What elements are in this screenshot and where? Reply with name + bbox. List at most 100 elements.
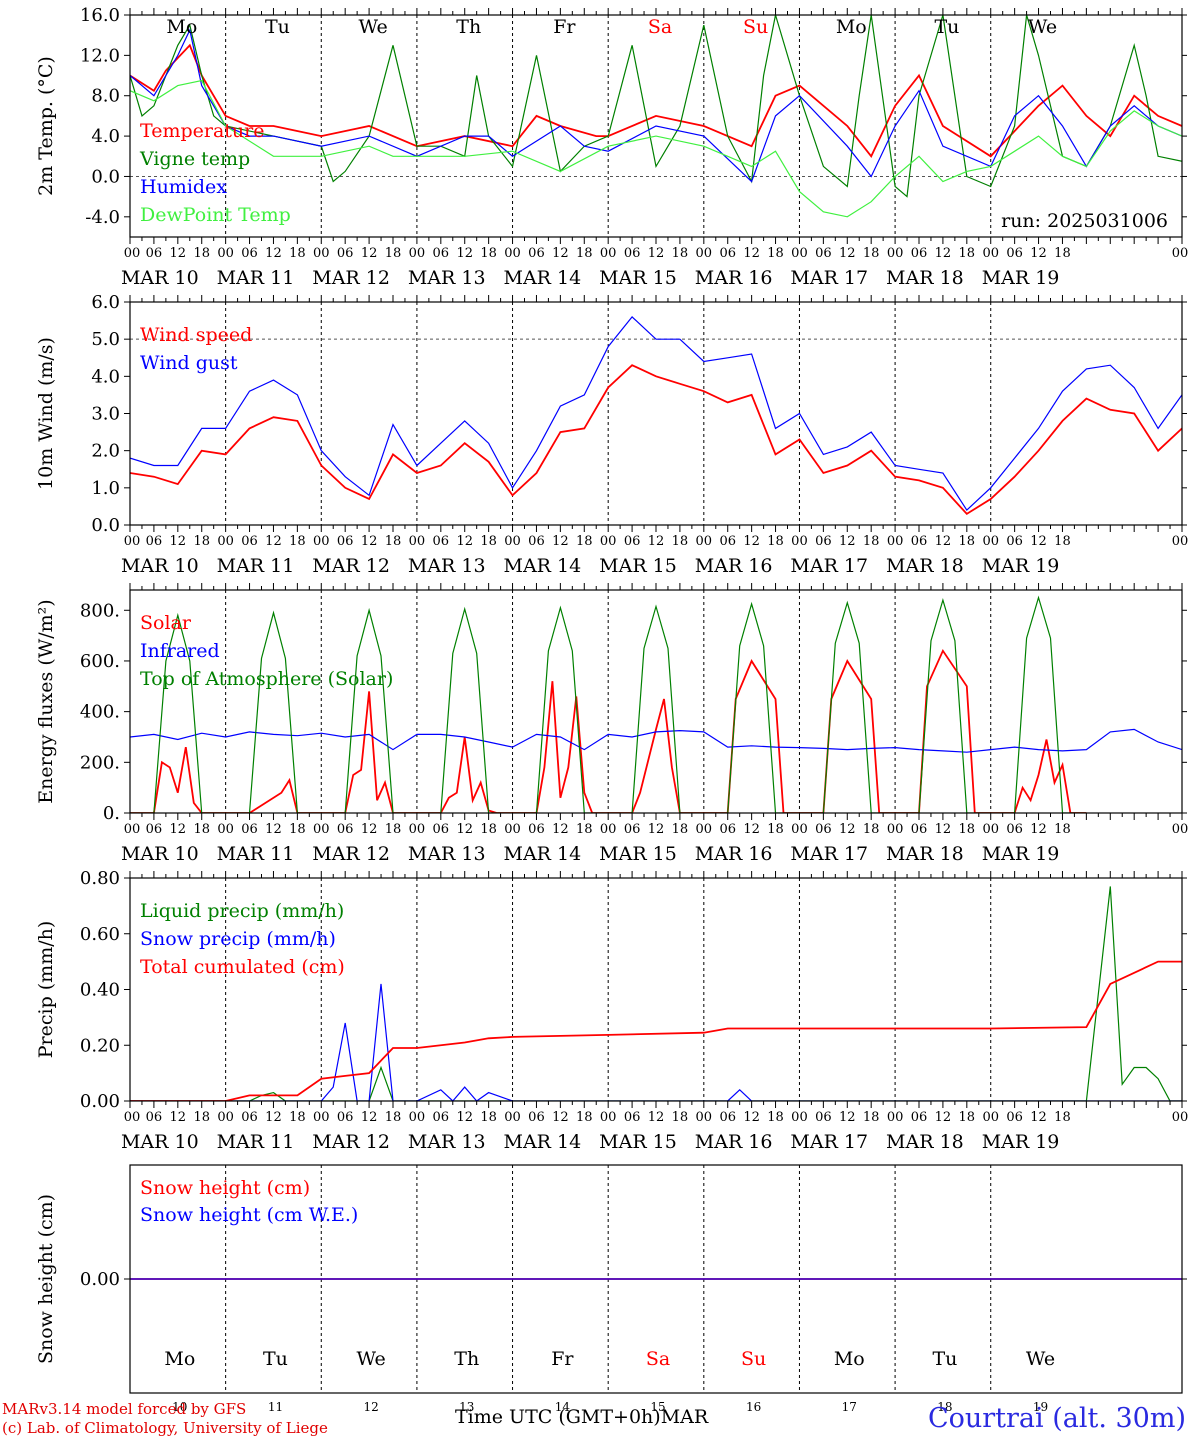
hour-tick-label: 12 bbox=[552, 822, 569, 837]
hour-tick-label: 18 bbox=[1054, 246, 1071, 261]
hour-tick-label: 06 bbox=[911, 1110, 928, 1125]
hour-tick-label: 00 bbox=[504, 534, 521, 549]
hour-tick-label: 18 bbox=[289, 822, 306, 837]
hour-tick-label: 06 bbox=[337, 534, 354, 549]
hour-tick-label: 06 bbox=[624, 1110, 641, 1125]
hour-tick-label: 12 bbox=[361, 822, 378, 837]
hour-tick-label: 06 bbox=[911, 822, 928, 837]
hour-tick-label: 12 bbox=[1030, 534, 1047, 549]
hour-tick-label: 12 bbox=[743, 246, 760, 261]
hour-tick-label: 18 bbox=[193, 1110, 210, 1125]
day-number-label: 13 bbox=[459, 1400, 474, 1414]
y-tick-label: 0.0 bbox=[91, 515, 120, 536]
y-tick-label: 2.0 bbox=[91, 441, 120, 462]
hour-tick-label: 00 bbox=[696, 534, 713, 549]
plot-frame bbox=[129, 589, 1183, 814]
y-tick-label: 0.0 bbox=[91, 166, 120, 187]
y-tick-label: 0.00 bbox=[80, 1091, 120, 1112]
hour-tick-label: 18 bbox=[767, 534, 784, 549]
date-label: MAR 10 bbox=[121, 1131, 199, 1153]
hour-tick-label: 00 bbox=[887, 534, 904, 549]
hour-tick-label: 00 bbox=[1172, 534, 1189, 549]
hour-tick-label: 00 bbox=[124, 246, 141, 261]
weekday-label: We bbox=[356, 1348, 385, 1370]
weekday-label: Tu bbox=[934, 16, 959, 38]
hour-tick-label: 12 bbox=[648, 246, 665, 261]
weekday-label: We bbox=[1026, 1348, 1055, 1370]
hour-tick-label: 12 bbox=[839, 246, 856, 261]
day-number-label: 16 bbox=[746, 1400, 761, 1414]
legend-entry: Wind speed bbox=[140, 324, 252, 346]
date-label: MAR 16 bbox=[695, 843, 773, 865]
weekday-label: We bbox=[1028, 16, 1057, 38]
legend-entry: Snow height (cm) bbox=[140, 1177, 310, 1199]
hour-tick-label: 18 bbox=[767, 822, 784, 837]
date-label: MAR 11 bbox=[217, 267, 295, 289]
hour-tick-label: 12 bbox=[1030, 822, 1047, 837]
y-tick-label: 400. bbox=[80, 702, 120, 723]
hour-tick-label: 06 bbox=[241, 246, 258, 261]
hour-tick-label: 18 bbox=[959, 534, 976, 549]
hour-tick-label: 12 bbox=[361, 1110, 378, 1125]
hour-tick-label: 12 bbox=[743, 534, 760, 549]
legend-entry: Total cumulated (cm) bbox=[140, 956, 345, 978]
hour-tick-label: 18 bbox=[385, 1110, 402, 1125]
hour-tick-label: 18 bbox=[480, 822, 497, 837]
y-tick-label: 200. bbox=[80, 752, 120, 773]
y-axis-title: Energy fluxes (W/m²) bbox=[35, 599, 57, 803]
date-label: MAR 13 bbox=[408, 843, 486, 865]
date-label: MAR 14 bbox=[504, 843, 582, 865]
hour-tick-label: 12 bbox=[456, 1110, 473, 1125]
series-line-2 bbox=[130, 983, 1182, 1101]
hour-tick-label: 12 bbox=[552, 1110, 569, 1125]
hour-tick-label: 18 bbox=[1054, 1110, 1071, 1125]
weekday-label: Su bbox=[743, 16, 768, 38]
hour-tick-label: 06 bbox=[815, 1110, 832, 1125]
hour-tick-label: 00 bbox=[217, 822, 234, 837]
date-label: MAR 12 bbox=[312, 267, 390, 289]
date-label: MAR 18 bbox=[886, 267, 964, 289]
run-label: run: 2025031006 bbox=[1001, 210, 1168, 232]
hour-tick-label: 12 bbox=[361, 534, 378, 549]
y-axis-title: 10m Wind (m/s) bbox=[35, 337, 57, 490]
day-number-label: 17 bbox=[842, 1400, 857, 1414]
hour-tick-label: 00 bbox=[982, 534, 999, 549]
hour-tick-label: 12 bbox=[935, 246, 952, 261]
hour-tick-label: 12 bbox=[839, 822, 856, 837]
hour-tick-label: 00 bbox=[791, 246, 808, 261]
hour-tick-label: 18 bbox=[193, 246, 210, 261]
hour-tick-label: 12 bbox=[361, 246, 378, 261]
weekday-label: Su bbox=[741, 1348, 766, 1370]
hour-tick-label: 12 bbox=[1030, 1110, 1047, 1125]
hour-tick-label: 00 bbox=[504, 246, 521, 261]
date-label: MAR 17 bbox=[790, 1131, 868, 1153]
weekday-label: Mo bbox=[834, 1348, 865, 1370]
hour-tick-label: 18 bbox=[385, 822, 402, 837]
hour-tick-label: 00 bbox=[313, 1110, 330, 1125]
hour-tick-label: 18 bbox=[672, 1110, 689, 1125]
hour-tick-label: 06 bbox=[241, 822, 258, 837]
series-line-2 bbox=[130, 316, 1182, 512]
weekday-label: Mo bbox=[164, 1348, 195, 1370]
station-name: Courtrai (alt. 30m) bbox=[927, 1403, 1186, 1434]
series-line-1 bbox=[130, 648, 1087, 813]
hour-tick-label: 06 bbox=[433, 246, 450, 261]
x-axis-title: Time UTC (GMT+0h)MAR bbox=[455, 1406, 709, 1428]
hour-tick-label: 18 bbox=[863, 534, 880, 549]
series-line-3 bbox=[130, 595, 1087, 813]
hour-tick-label: 00 bbox=[409, 246, 426, 261]
date-label: MAR 19 bbox=[982, 267, 1060, 289]
date-label: MAR 14 bbox=[504, 555, 582, 577]
hour-tick-label: 06 bbox=[719, 534, 736, 549]
hour-tick-label: 00 bbox=[887, 246, 904, 261]
weekday-label: Sa bbox=[648, 16, 672, 38]
hour-tick-label: 06 bbox=[337, 822, 354, 837]
hour-tick-label: 06 bbox=[1006, 822, 1023, 837]
hour-tick-label: 18 bbox=[576, 534, 593, 549]
day-number-label: 12 bbox=[363, 1400, 378, 1414]
hour-tick-label: 00 bbox=[791, 534, 808, 549]
panel-3: 800. 600. 400. 200. 0. Energy fluxes (W/m²) 00… bbox=[35, 583, 1188, 865]
date-label: MAR 15 bbox=[599, 555, 677, 577]
legend-entry: Snow precip (mm/h) bbox=[140, 928, 336, 950]
series-line-1 bbox=[130, 43, 1182, 158]
